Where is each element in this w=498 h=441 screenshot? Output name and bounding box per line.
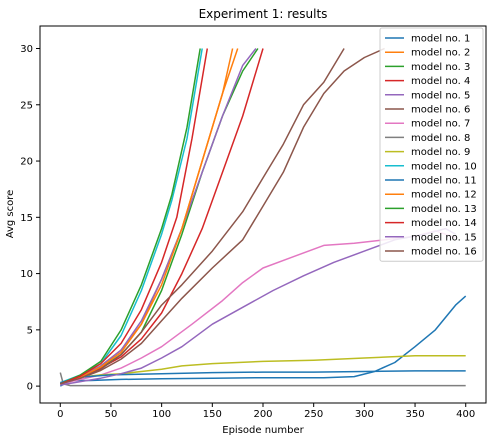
x-tick-label: 350 xyxy=(405,409,424,420)
y-tick-label: 5 xyxy=(27,325,33,336)
x-tick-label: 50 xyxy=(105,409,118,420)
legend-entry: model no. 10 xyxy=(411,161,477,172)
y-tick-label: 15 xyxy=(20,213,33,224)
legend-entry: model no. 11 xyxy=(411,176,477,187)
y-axis-label: Avg score xyxy=(5,190,16,239)
x-tick-label: 150 xyxy=(203,409,222,420)
y-tick-label: 25 xyxy=(20,100,33,111)
x-axis-ticks: 0 50 100 150 200 250 300 350 400 xyxy=(57,403,475,420)
legend-entry: model no. 4 xyxy=(411,76,470,87)
series-line-5 xyxy=(60,48,257,385)
legend-entry: model no. 5 xyxy=(411,90,470,101)
series-line-13 xyxy=(59,48,201,385)
legend-entry: model no. 2 xyxy=(411,48,470,59)
x-tick-label: 200 xyxy=(253,409,272,420)
legend-entry: model no. 7 xyxy=(411,119,470,130)
plot-lines xyxy=(59,47,467,387)
y-tick-label: 10 xyxy=(20,269,33,280)
y-tick-label: 0 xyxy=(27,382,33,393)
series-line-2 xyxy=(60,48,239,385)
chart-title: Experiment 1: results xyxy=(199,7,328,21)
legend-entry: model no. 15 xyxy=(411,232,477,243)
series-line-6 xyxy=(60,47,385,385)
legend-entry: model no. 1 xyxy=(411,34,470,45)
legend-entry: model no. 13 xyxy=(411,204,477,215)
legend-entry: model no. 12 xyxy=(411,190,477,201)
x-tick-label: 100 xyxy=(152,409,171,420)
y-tick-label: 30 xyxy=(20,44,33,55)
legend-entry: model no. 9 xyxy=(411,147,470,158)
series-line-16 xyxy=(60,48,345,385)
series-line-4 xyxy=(60,48,264,385)
y-tick-label: 20 xyxy=(20,157,33,168)
y-axis-ticks: 0 5 10 15 20 25 30 xyxy=(20,44,40,393)
x-tick-label: 250 xyxy=(304,409,323,420)
legend-entry: model no. 3 xyxy=(411,62,470,73)
legend-entry: model no. 14 xyxy=(411,218,477,229)
x-tick-label: 300 xyxy=(355,409,374,420)
x-tick-label: 0 xyxy=(57,409,63,420)
series-line-14 xyxy=(60,48,209,385)
series-line-1 xyxy=(59,295,467,387)
x-axis-label: Episode number xyxy=(222,425,304,436)
series-line-3 xyxy=(60,48,259,385)
legend-entry: model no. 16 xyxy=(411,247,477,258)
legend: model no. 1 model no. 2 model no. 3 model n… xyxy=(379,27,484,262)
legend-entry: model no. 6 xyxy=(411,105,470,116)
series-line-12 xyxy=(60,48,234,385)
series-line-11 xyxy=(60,370,466,384)
legend-box xyxy=(379,27,484,262)
legend-entry: model no. 8 xyxy=(411,133,470,144)
x-tick-label: 400 xyxy=(456,409,475,420)
